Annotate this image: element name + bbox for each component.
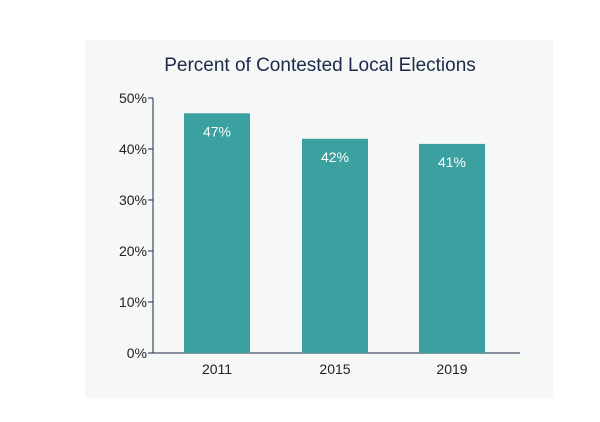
x-tick-label: 2011 (202, 361, 232, 377)
x-tick-label: 2015 (319, 361, 350, 377)
y-tick-label: 10% (119, 294, 147, 310)
bar (184, 113, 250, 353)
x-axis: 2011 2015 2019 (153, 352, 520, 377)
chart-title: Percent of Contested Local Elections (164, 55, 476, 76)
y-tick-label: 30% (119, 192, 147, 208)
bar (419, 143, 485, 353)
bar-value-label: 41% (438, 154, 466, 170)
bar-value-label: 42% (321, 149, 349, 165)
y-tick-label: 0% (127, 345, 147, 361)
y-tick-label: 50% (119, 90, 147, 106)
y-tick-label: 20% (119, 243, 147, 259)
bar-value-label: 47% (203, 123, 231, 139)
y-axis: 0% 10% 20% 30% 40% 50% (119, 90, 154, 361)
bar (302, 138, 368, 353)
y-tick-label: 40% (119, 141, 147, 157)
bars: 47% 42% 41% (184, 113, 485, 353)
x-tick-label: 2019 (436, 361, 467, 377)
